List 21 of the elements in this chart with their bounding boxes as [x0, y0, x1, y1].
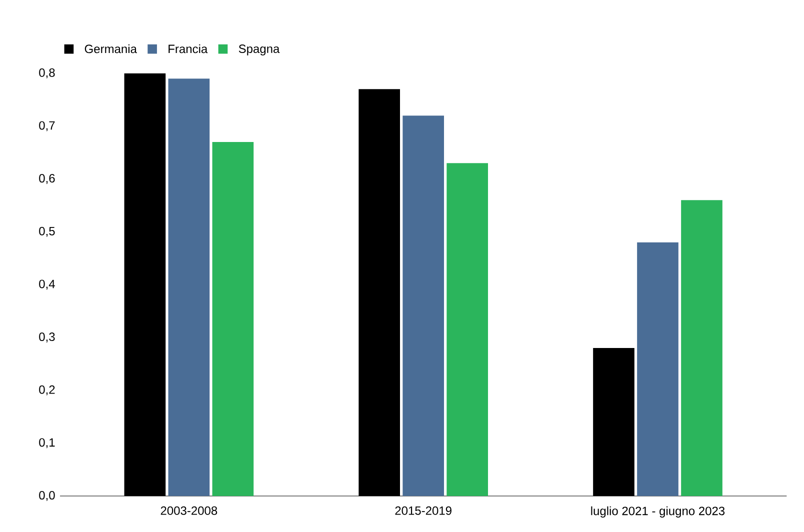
bar [168, 78, 210, 496]
legend-label: Germania [84, 44, 137, 54]
y-tick-label: 0,2 [39, 385, 55, 396]
legend-label: Francia [168, 44, 208, 54]
y-tick-label: 0,6 [39, 174, 55, 184]
x-tick-label: luglio 2021 - giugno 2023 [591, 506, 725, 518]
bar [402, 116, 444, 496]
y-tick-label: 0,7 [39, 121, 55, 132]
y-tick-label: 0,3 [39, 332, 55, 342]
bar [446, 163, 488, 496]
bar [681, 200, 722, 496]
y-tick-label: 0,5 [39, 226, 55, 237]
bar [637, 242, 678, 496]
legend-label: Spagna [238, 44, 280, 56]
y-tick-label: 0,4 [39, 280, 55, 290]
y-tick-label: 0,8 [39, 68, 55, 78]
x-tick-label: 2003-2008 [160, 506, 218, 515]
y-tick-label: 0,0 [39, 491, 55, 501]
x-tick-label: 2015-2019 [395, 506, 452, 515]
y-tick-label: 0,1 [39, 438, 55, 448]
bar [212, 142, 254, 496]
